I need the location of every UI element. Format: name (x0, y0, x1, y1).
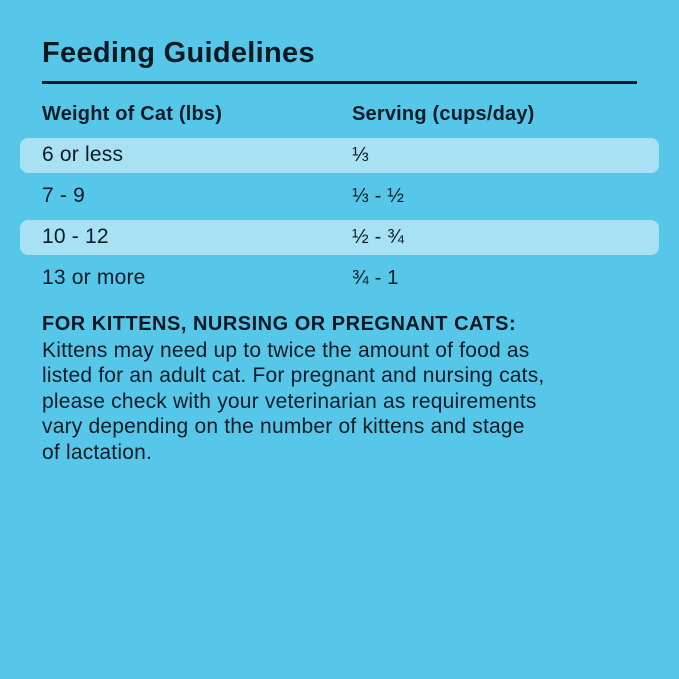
feeding-guidelines-panel: Feeding Guidelines Weight of Cat (lbs) S… (20, 36, 659, 466)
table-body: 6 or less ⅓ 7 - 9 ⅓ - ½ 10 - 12 ½ - ¾ 13… (20, 137, 659, 296)
serving-cell: ½ - ¾ (352, 225, 405, 248)
note-line: Kittens may need up to twice the amount … (42, 338, 530, 362)
weight-cell: 7 - 9 (42, 184, 86, 207)
weight-cell: 10 - 12 (42, 225, 109, 248)
note-line: listed for an adult cat. For pregnant an… (42, 364, 545, 387)
note-line: of lactation. (42, 440, 152, 464)
table-row: 7 - 9 ⅓ - ½ (20, 179, 659, 214)
note-line: please check with your veterinarian as r… (42, 389, 537, 413)
title-underline (42, 81, 637, 84)
kitten-note: FOR KITTENS, NURSING OR PREGNANT CATS: K… (42, 312, 637, 466)
weight-column-header: Weight of Cat (lbs) (42, 102, 223, 125)
table-row: 13 or more ¾ - 1 (20, 261, 659, 296)
note-heading: FOR KITTENS, NURSING OR PREGNANT CATS: (42, 312, 517, 335)
table-row: 10 - 12 ½ - ¾ (20, 219, 659, 255)
serving-cell: ⅓ - ½ (352, 184, 405, 207)
weight-cell: 13 or more (42, 266, 146, 289)
table-header-row: Weight of Cat (lbs) Serving (cups/day) (42, 102, 637, 126)
serving-cell: ¾ - 1 (352, 266, 399, 289)
note-line: vary depending on the number of kittens … (42, 415, 525, 438)
serving-column-header: Serving (cups/day) (352, 102, 535, 125)
note-body: Kittens may need up to twice the amount … (42, 338, 637, 466)
table-row: 6 or less ⅓ (20, 137, 659, 173)
serving-cell: ⅓ (352, 143, 369, 166)
page-title: Feeding Guidelines (42, 37, 315, 69)
weight-cell: 6 or less (42, 143, 124, 166)
